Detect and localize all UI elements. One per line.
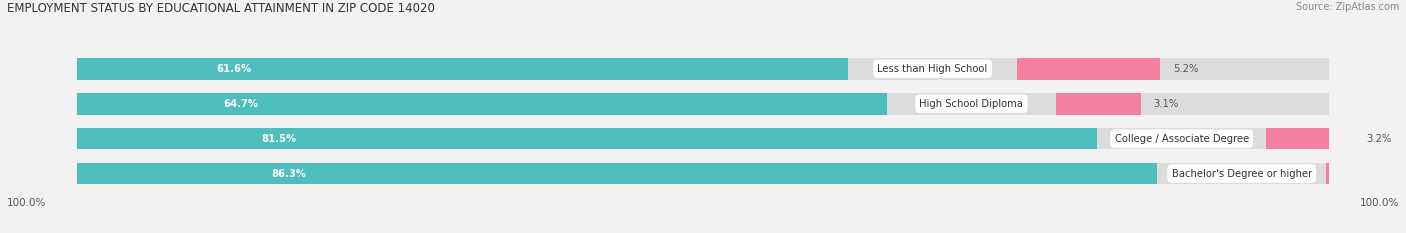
Text: 100.0%: 100.0% <box>7 198 46 208</box>
Text: EMPLOYMENT STATUS BY EDUCATIONAL ATTAINMENT IN ZIP CODE 14020: EMPLOYMENT STATUS BY EDUCATIONAL ATTAINM… <box>7 2 434 15</box>
Bar <box>77 163 1157 185</box>
Text: 3.2%: 3.2% <box>1367 134 1392 144</box>
Bar <box>1326 163 1406 185</box>
Bar <box>77 128 1329 150</box>
Bar <box>77 58 848 80</box>
Text: 61.6%: 61.6% <box>217 64 252 74</box>
Bar <box>1056 93 1142 114</box>
Text: 64.7%: 64.7% <box>224 99 259 109</box>
Text: 100.0%: 100.0% <box>1360 198 1399 208</box>
Text: Source: ZipAtlas.com: Source: ZipAtlas.com <box>1295 2 1399 12</box>
Text: 81.5%: 81.5% <box>262 134 297 144</box>
Text: Less than High School: Less than High School <box>877 64 988 74</box>
Bar <box>77 93 887 114</box>
Bar <box>77 128 1097 150</box>
Bar <box>77 93 1329 114</box>
Text: 3.1%: 3.1% <box>1154 99 1180 109</box>
Text: 86.3%: 86.3% <box>271 169 307 178</box>
Bar <box>77 163 1329 185</box>
Text: 5.2%: 5.2% <box>1173 64 1198 74</box>
Bar <box>1267 128 1354 150</box>
Text: High School Diploma: High School Diploma <box>920 99 1024 109</box>
Text: College / Associate Degree: College / Associate Degree <box>1115 134 1249 144</box>
Bar <box>1017 58 1160 80</box>
Bar <box>77 58 1329 80</box>
Text: Bachelor's Degree or higher: Bachelor's Degree or higher <box>1171 169 1312 178</box>
